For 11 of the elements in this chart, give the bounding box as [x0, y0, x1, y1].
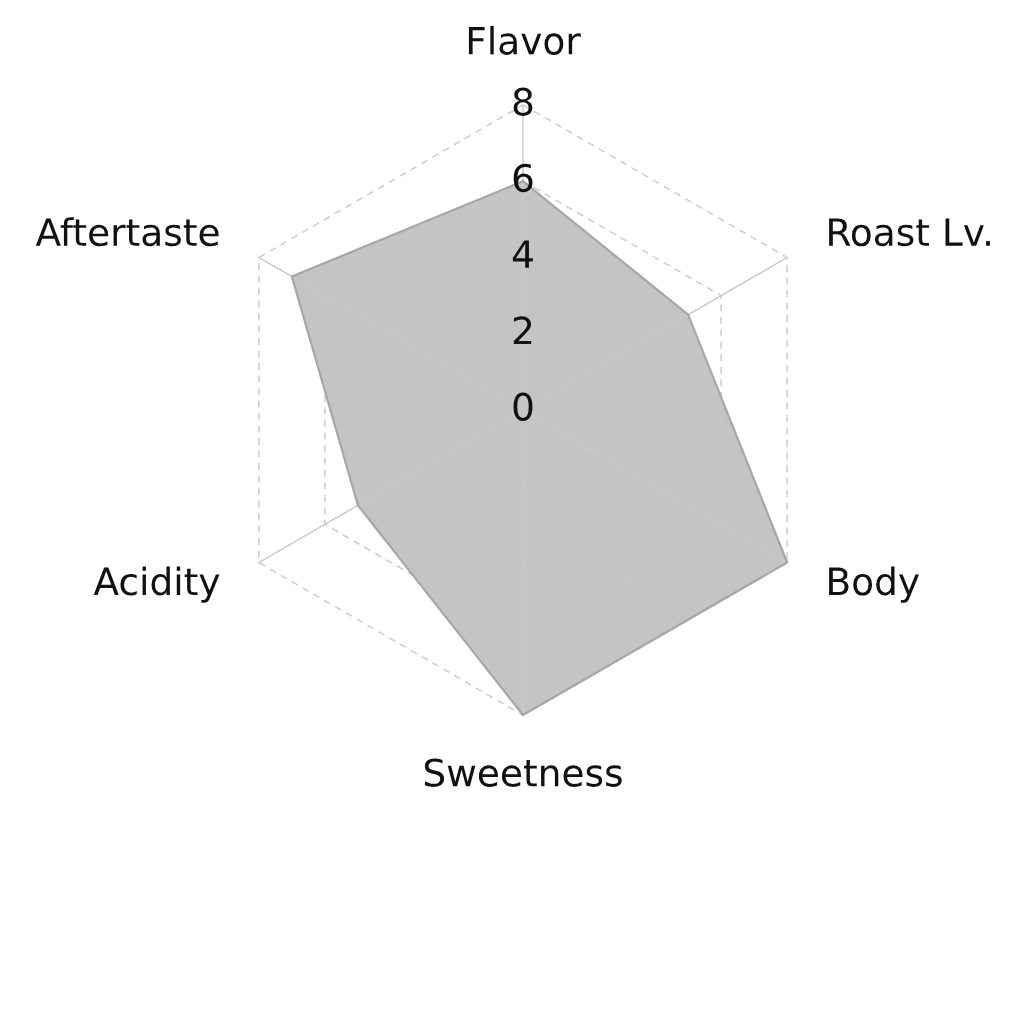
spoke-label: Acidity [93, 566, 220, 603]
spoke-label: Flavor [468, 25, 581, 55]
y-tick-label: 4 [512, 240, 533, 268]
spoke-label: Body [829, 566, 919, 603]
spoke-label: Aftertaste [35, 217, 219, 247]
spoke-label: Roast Lv. [829, 218, 990, 247]
spoke-label: Sweetness [424, 758, 622, 787]
y-tick-label: 2 [513, 316, 532, 345]
y-tick-label: 0 [513, 392, 533, 421]
y-tick-label: 6 [513, 163, 533, 193]
y-tick-label: 8 [513, 87, 533, 116]
